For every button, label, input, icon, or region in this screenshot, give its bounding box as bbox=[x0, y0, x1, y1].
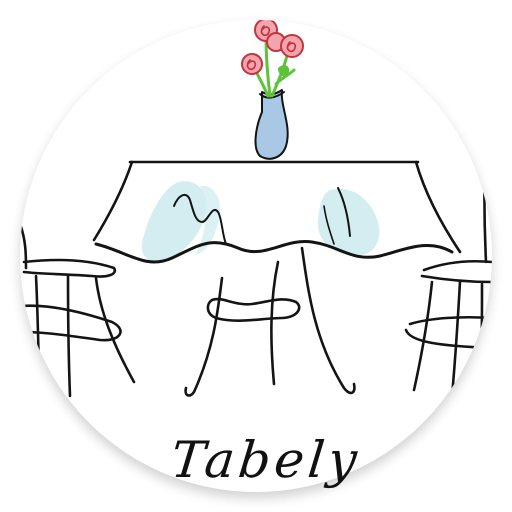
table-legs bbox=[184, 246, 356, 397]
flowers bbox=[241, 20, 304, 76]
badge-circle bbox=[20, 20, 492, 492]
vase bbox=[254, 89, 289, 160]
brand-name: Tabely bbox=[168, 431, 364, 489]
tablecloth bbox=[92, 160, 462, 264]
